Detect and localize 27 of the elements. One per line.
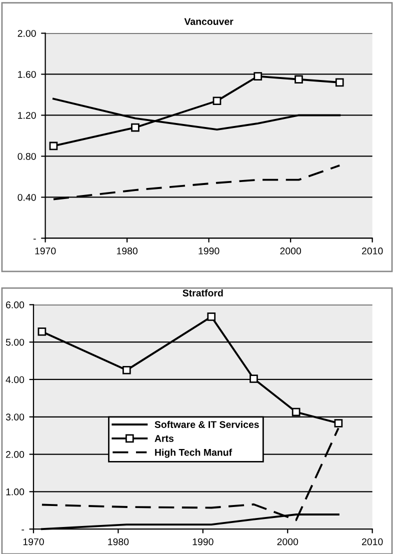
x-tick-label: 1970 [35, 248, 56, 254]
y-tick-label: 1.20 [18, 112, 36, 119]
y-tick-label: 2.00 [18, 30, 36, 37]
y-tick-label: 6.00 [6, 301, 24, 308]
x-tick-label: 2000 [280, 248, 302, 254]
x-tick-label: 1990 [198, 248, 220, 254]
y-tick-label: 1.00 [6, 488, 24, 496]
y-tick-label: 0.40 [18, 194, 36, 201]
chart-title: Vancouver [184, 18, 234, 25]
y-tick-label: 3.00 [6, 414, 24, 421]
x-tick-label: 1980 [108, 538, 129, 546]
y-tick-label: 2.00 [6, 451, 24, 458]
y-tick-label: 5.00 [6, 338, 24, 346]
chart-title: Stratford [182, 289, 223, 296]
legend-label: Software & IT Services [154, 420, 259, 428]
y-tick-label: 1.60 [18, 70, 36, 78]
x-tick-label: 1970 [23, 538, 44, 546]
y-tick-label: 4.00 [6, 376, 24, 384]
x-tick-label: 2000 [277, 538, 298, 546]
x-tick-label: 1980 [116, 248, 138, 254]
legend-label: High Tech Manuf [155, 448, 232, 458]
x-tick-label: 2010 [362, 248, 383, 254]
y-tick-label: 0.80 [18, 152, 36, 160]
x-tick-label: 2010 [362, 538, 383, 546]
legend-label: Arts [154, 435, 174, 442]
y-tick-label: - [33, 238, 36, 240]
x-tick-label: 1990 [192, 538, 214, 546]
